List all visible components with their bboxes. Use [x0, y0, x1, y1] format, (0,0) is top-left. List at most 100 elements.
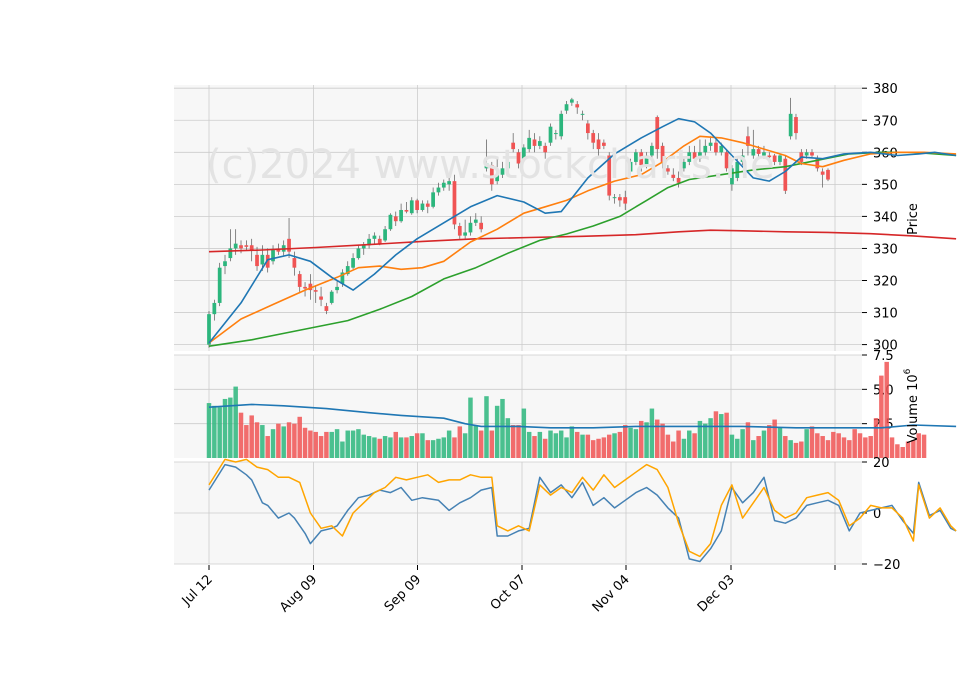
x-tick-label: Oct 07	[488, 572, 529, 613]
oscillator-ytick-label: 0	[873, 507, 881, 522]
volume-bar	[420, 433, 425, 458]
candle-up	[628, 161, 633, 172]
volume-bar	[553, 433, 559, 458]
candle-up	[788, 113, 793, 137]
volume-bar	[270, 429, 276, 458]
volume-bar	[708, 418, 713, 458]
volume-ylabel-text: Volume 10	[906, 374, 921, 443]
candle-down	[479, 222, 484, 230]
volume-bar	[292, 423, 297, 458]
volume-bar	[857, 433, 863, 458]
volume-bar	[633, 429, 639, 458]
volume-bar	[574, 431, 580, 458]
volume-bar	[276, 423, 281, 458]
candle-down	[393, 216, 398, 222]
candle-down	[489, 165, 494, 185]
candle-down	[602, 142, 606, 146]
candle-down	[516, 152, 521, 164]
volume-bar	[745, 422, 751, 458]
candle-up	[217, 267, 222, 303]
candle-up	[271, 250, 275, 262]
candle-up	[698, 152, 702, 159]
ma-mid-line	[208, 135, 957, 344]
candle-up	[468, 222, 473, 233]
candle-down	[511, 142, 516, 150]
candle-down	[292, 258, 297, 268]
volume-bar	[868, 436, 873, 458]
candle-down	[671, 174, 676, 178]
volume-bar	[655, 419, 660, 458]
volume-bar	[665, 434, 671, 458]
volume-bar	[836, 433, 841, 458]
volume-bar	[879, 375, 884, 458]
candle-up	[548, 126, 553, 143]
volume-bar	[761, 430, 767, 458]
volume-bar	[377, 438, 382, 458]
x-tick-label: Sep 09	[382, 572, 425, 615]
candle-up	[751, 149, 756, 156]
ma-slow-line	[208, 151, 957, 347]
candle-down	[244, 245, 249, 247]
volume-bar	[841, 437, 847, 458]
price-background	[174, 85, 862, 351]
volume-bar	[729, 434, 735, 458]
volume-bar	[441, 437, 447, 458]
candle-up	[650, 145, 654, 156]
volume-bar	[825, 440, 831, 458]
candle-up	[340, 272, 345, 284]
candle-down	[666, 168, 670, 172]
candle-down	[287, 238, 291, 252]
candle-up	[367, 238, 371, 246]
candle-up	[505, 161, 510, 169]
volume-bar	[308, 430, 313, 458]
volume-bar	[638, 420, 644, 458]
x-tick-label: Aug 09	[277, 572, 320, 615]
volume-bar	[340, 441, 345, 458]
volume-bar	[831, 431, 836, 458]
candle-up	[735, 161, 740, 178]
candle-down	[308, 283, 313, 291]
candle-down	[714, 142, 718, 153]
volume-ylabel-exp: 6	[903, 368, 913, 374]
oscillator-panel: −20 0 20	[174, 456, 957, 573]
candle-up	[762, 152, 766, 156]
volume-bar	[622, 425, 628, 458]
candle-down	[452, 181, 457, 225]
volume-bar	[799, 441, 804, 458]
volume-bar	[297, 416, 302, 458]
oscillator-line-2	[208, 458, 957, 558]
candle-up	[500, 168, 505, 175]
volume-bar	[612, 433, 617, 458]
price-ylabel: Price	[906, 203, 921, 235]
volume-bar	[537, 431, 543, 458]
volume-bar	[281, 426, 286, 458]
candle-up	[212, 302, 217, 315]
candle-down	[303, 286, 307, 289]
volume-ma-line	[208, 403, 957, 429]
volume-bar	[532, 436, 537, 458]
candle-up	[553, 133, 558, 135]
volume-bar	[542, 438, 548, 458]
volume-bar	[740, 429, 745, 458]
volume-bar	[697, 420, 703, 458]
volume-bar	[212, 405, 217, 458]
x-axis: Jul 12 Aug 09 Sep 09 Oct 07 Nov 04 Dec 03	[179, 565, 836, 615]
volume-bar	[585, 434, 591, 458]
candle-down	[783, 158, 788, 191]
volume-bar	[767, 425, 772, 458]
volume-bar	[404, 437, 409, 458]
volume-bar	[366, 436, 372, 458]
volume-bar	[671, 441, 676, 458]
volume-bar	[873, 418, 879, 458]
volume-bar	[889, 437, 895, 458]
volume-bar	[516, 425, 521, 458]
volume-bar	[793, 442, 799, 458]
volume-bar	[617, 431, 623, 458]
volume-bar	[489, 430, 495, 458]
price-ytick-label: 330	[873, 242, 898, 257]
candle-down	[313, 290, 318, 292]
volume-bar	[393, 431, 399, 458]
candle-down	[457, 226, 462, 236]
candle-up	[804, 152, 809, 156]
candle-up	[564, 104, 569, 111]
